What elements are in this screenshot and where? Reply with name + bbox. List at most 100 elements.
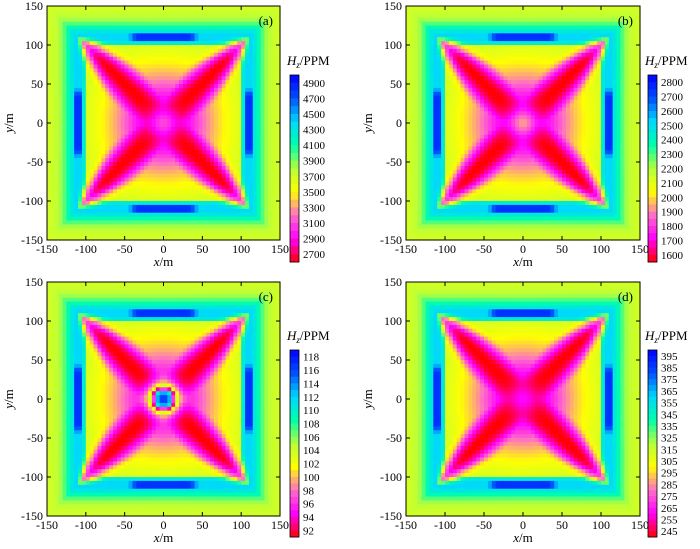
heatmap-cell [464,146,469,151]
heatmap-cell [167,169,172,175]
heatmap-cell [171,103,176,108]
heatmap-cell [179,37,184,42]
heatmap-cell [406,197,411,202]
heatmap-cell [245,107,250,112]
heatmap-cell [272,197,277,202]
heatmap-cell [105,232,110,237]
heatmap-cell [132,138,137,144]
heatmap-cell [417,123,423,128]
heatmap-cell [50,17,56,23]
heatmap-cell [105,173,110,179]
colorbar-tick-label: 4100 [303,140,326,152]
heatmap-cell [163,208,168,214]
heatmap-cell [206,41,211,46]
heatmap-cell [464,95,469,101]
heatmap-cell [421,111,427,116]
heatmap-cell [464,56,469,62]
heatmap-cell [93,25,99,30]
heatmap-cell [109,119,114,124]
heatmap-cell [190,87,196,93]
heatmap-cell [85,56,91,62]
heatmap-cell [116,91,122,97]
heatmap-cell [217,154,223,159]
heatmap-cell [206,29,211,34]
heatmap-cell [256,64,262,69]
heatmap-cell [140,197,145,202]
heatmap-cell [256,138,262,144]
heatmap-cell [210,41,215,46]
heatmap-cell [413,29,419,34]
heatmap-cell [105,228,110,233]
heatmap-cell [113,134,118,140]
heatmap-cell [70,21,75,27]
heatmap-cell [237,115,242,120]
heatmap-cell [484,99,489,105]
heatmap-cell [89,13,95,19]
heatmap-cell [406,103,411,108]
heatmap-cell [221,228,227,233]
heatmap-cell [487,197,493,202]
heatmap-cell [124,99,130,105]
heatmap-cell [182,193,188,198]
heatmap-cell [272,6,277,11]
heatmap-cell [413,212,419,218]
heatmap-cell [85,91,91,97]
heatmap-cell [409,95,415,101]
heatmap-cell [484,158,489,163]
heatmap-cell [175,212,180,218]
panel-label: (a) [259,13,273,28]
heatmap-cell [272,84,277,89]
heatmap-cell [78,17,83,23]
heatmap-cell [484,107,489,112]
heatmap-cell [476,169,481,175]
heatmap-cell [468,52,473,58]
heatmap-cell [116,165,122,171]
heatmap-cell [441,126,446,132]
heatmap-cell [484,119,489,124]
heatmap-cell [421,37,427,42]
heatmap-cell [460,123,466,128]
heatmap-cell [213,111,219,116]
heatmap-cell [58,17,64,23]
heatmap-cell [175,84,180,89]
heatmap-cell [47,80,52,85]
heatmap-cell [159,68,165,73]
heatmap-cell [105,189,110,194]
heatmap-cell [50,224,56,229]
heatmap-cell [413,87,419,93]
heatmap-cell [437,21,442,27]
heatmap-cell [225,60,231,66]
heatmap-cell [460,9,466,15]
heatmap-cell [448,95,454,101]
heatmap-cell [276,33,281,38]
heatmap-cell [441,193,446,198]
heatmap-cell [225,162,231,167]
heatmap-cell [429,146,434,151]
heatmap-cell [89,146,95,151]
colorbar-tick-label: 4300 [303,125,326,137]
heatmap-cell [136,91,141,97]
heatmap-cell [276,29,281,34]
heatmap-cell [58,99,64,105]
heatmap-cell [50,142,56,147]
heatmap-cell [445,76,450,81]
heatmap-cell [171,204,176,210]
colorbar-step [290,168,299,177]
heatmap-cell [81,103,87,108]
heatmap-cell [225,232,231,237]
heatmap-cell [448,212,454,218]
heatmap-cell [151,162,157,167]
heatmap-cell [406,189,411,194]
heatmap-cell [276,216,281,222]
heatmap-cell [437,232,442,237]
heatmap-cell [144,95,149,101]
heatmap-cell [456,146,462,151]
heatmap-cell [441,173,446,179]
heatmap-cell [268,111,273,116]
heatmap-cell [229,17,234,23]
heatmap-cell [456,60,462,66]
heatmap-cell [406,21,411,27]
heatmap-cell [264,204,269,210]
heatmap-cell [406,111,411,116]
heatmap-cell [159,154,165,159]
